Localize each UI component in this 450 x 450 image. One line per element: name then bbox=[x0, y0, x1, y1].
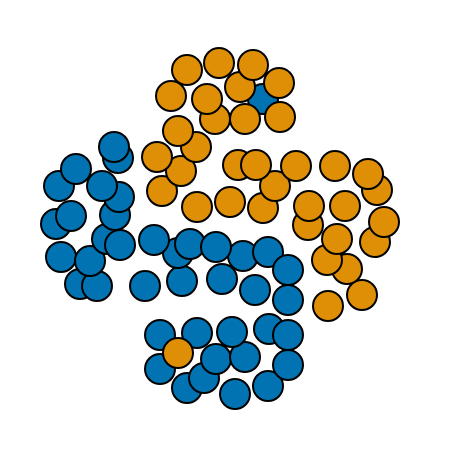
data-point bbox=[162, 115, 194, 147]
data-point bbox=[214, 186, 246, 218]
data-point bbox=[252, 370, 284, 402]
data-point bbox=[200, 231, 232, 263]
data-point bbox=[203, 47, 235, 79]
data-point bbox=[129, 270, 161, 302]
data-point bbox=[171, 54, 203, 86]
data-point bbox=[45, 241, 77, 273]
series-1 bbox=[141, 47, 400, 369]
data-point bbox=[206, 263, 238, 295]
data-point bbox=[181, 317, 213, 349]
data-point bbox=[155, 80, 187, 112]
data-point bbox=[319, 150, 351, 182]
data-point bbox=[252, 236, 284, 268]
data-point bbox=[146, 175, 178, 207]
data-point bbox=[141, 141, 173, 173]
data-point bbox=[272, 319, 304, 351]
data-point bbox=[272, 254, 304, 286]
data-point bbox=[74, 245, 106, 277]
data-point bbox=[368, 206, 400, 238]
data-point bbox=[216, 316, 248, 348]
data-point bbox=[237, 49, 269, 81]
data-point bbox=[263, 67, 295, 99]
data-point bbox=[293, 190, 325, 222]
points-layer bbox=[40, 47, 400, 410]
data-point bbox=[259, 170, 291, 202]
data-point bbox=[98, 131, 130, 163]
data-point bbox=[86, 170, 118, 202]
data-point bbox=[181, 191, 213, 223]
data-point bbox=[329, 190, 361, 222]
data-point bbox=[219, 378, 251, 410]
data-point bbox=[138, 224, 170, 256]
data-point bbox=[272, 349, 304, 381]
data-point bbox=[191, 83, 223, 115]
data-point bbox=[346, 279, 378, 311]
data-point bbox=[272, 284, 304, 316]
data-point bbox=[321, 223, 353, 255]
data-point bbox=[60, 153, 92, 185]
data-point bbox=[239, 274, 271, 306]
data-point bbox=[165, 155, 197, 187]
data-point bbox=[240, 149, 272, 181]
data-point bbox=[352, 158, 384, 190]
data-point bbox=[264, 101, 296, 133]
data-point bbox=[200, 343, 232, 375]
data-point bbox=[166, 265, 198, 297]
data-point bbox=[162, 337, 194, 369]
series-0 bbox=[40, 83, 304, 410]
data-point bbox=[280, 150, 312, 182]
data-point bbox=[55, 200, 87, 232]
data-point bbox=[229, 103, 261, 135]
data-point bbox=[312, 290, 344, 322]
data-point bbox=[229, 341, 261, 373]
data-point bbox=[104, 229, 136, 261]
